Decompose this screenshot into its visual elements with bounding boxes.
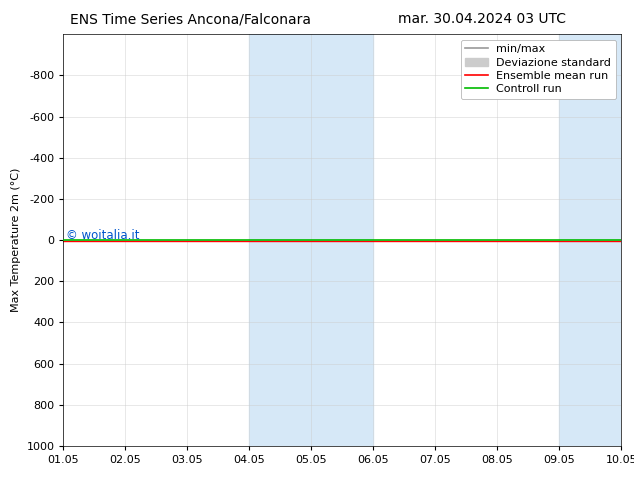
Legend: min/max, Deviazione standard, Ensemble mean run, Controll run: min/max, Deviazione standard, Ensemble m… (461, 40, 616, 99)
Bar (249, 34, 373, 446)
Text: mar. 30.04.2024 03 UTC: mar. 30.04.2024 03 UTC (398, 12, 566, 26)
Y-axis label: Max Temperature 2m (°C): Max Temperature 2m (°C) (11, 168, 21, 312)
Text: © woitalia.it: © woitalia.it (66, 229, 139, 243)
Text: ENS Time Series Ancona/Falconara: ENS Time Series Ancona/Falconara (70, 12, 311, 26)
Bar (559, 34, 621, 446)
